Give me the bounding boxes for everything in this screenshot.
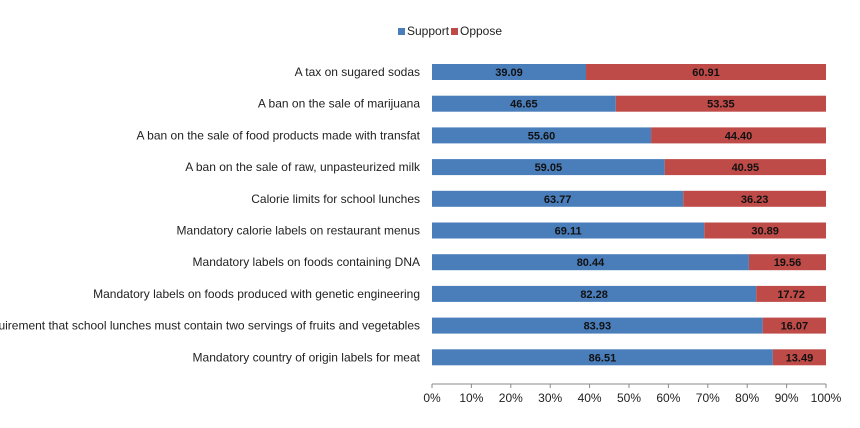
bar-support	[432, 285, 757, 302]
bar-support	[432, 95, 616, 112]
bar-oppose	[748, 254, 826, 271]
data-label-oppose: 60.91	[692, 67, 720, 79]
bar-support	[432, 254, 749, 271]
bar-support	[432, 222, 705, 239]
legend: Support Oppose	[398, 24, 502, 38]
x-tick-label: 100%	[811, 391, 842, 405]
category-label: Mandatory country of origin labels for m…	[193, 350, 421, 364]
legend-label-support: Support	[407, 24, 450, 38]
bar-oppose	[704, 222, 826, 239]
data-label-support: 83.93	[584, 321, 612, 333]
x-tick-label: 20%	[499, 391, 523, 405]
x-tick-label: 80%	[735, 391, 759, 405]
category-label: A requirement that school lunches must c…	[0, 319, 420, 333]
data-label-oppose: 44.40	[725, 130, 753, 142]
bar-support	[432, 317, 763, 334]
data-label-support: 63.77	[544, 194, 572, 206]
category-label: Mandatory calorie labels on restaurant m…	[177, 224, 420, 238]
data-label-support: 55.60	[528, 130, 556, 142]
data-label-oppose: 13.49	[786, 352, 814, 364]
category-label: Mandatory labels on foods produced with …	[93, 287, 420, 301]
bar-oppose	[762, 317, 826, 334]
legend-swatch-support	[398, 28, 405, 35]
bar-support	[432, 159, 665, 176]
data-label-oppose: 53.35	[707, 99, 735, 111]
legend-swatch-oppose	[451, 28, 458, 35]
x-tick-label: 60%	[656, 391, 680, 405]
x-tick-label: 70%	[696, 391, 720, 405]
bar-oppose	[586, 64, 826, 80]
data-label-support: 80.44	[577, 257, 605, 269]
data-label-support: 86.51	[589, 352, 617, 364]
bar-support	[432, 190, 684, 207]
category-label: A tax on sugared sodas	[295, 65, 420, 79]
data-label-oppose: 16.07	[781, 321, 809, 333]
category-label: Mandatory labels on foods containing DNA	[193, 255, 420, 269]
legend-label-oppose: Oppose	[460, 24, 502, 38]
bar-oppose	[683, 190, 826, 207]
x-tick-label: 50%	[617, 391, 641, 405]
bar-oppose	[651, 127, 826, 144]
data-label-support: 39.09	[495, 67, 523, 79]
bar-oppose	[756, 285, 826, 302]
bar-support	[432, 127, 652, 144]
data-label-oppose: 17.72	[777, 289, 805, 301]
data-label-oppose: 36.23	[741, 194, 769, 206]
category-label: Calorie limits for school lunches	[251, 192, 420, 206]
category-label: A ban on the sale of marijuana	[258, 97, 420, 111]
bar-support	[432, 349, 773, 366]
x-tick-label: 10%	[459, 391, 483, 405]
data-label-oppose: 30.89	[751, 226, 779, 238]
x-tick-label: 40%	[578, 391, 602, 405]
data-label-oppose: 40.95	[732, 162, 760, 174]
bar-oppose	[664, 159, 826, 176]
data-label-oppose: 19.56	[774, 257, 802, 269]
x-tick-label: 0%	[423, 391, 441, 405]
data-label-support: 59.05	[535, 162, 563, 174]
bar-oppose	[615, 95, 826, 112]
bar-oppose	[772, 349, 826, 366]
data-label-support: 46.65	[510, 99, 538, 111]
category-label: A ban on the sale of raw, unpasteurized …	[185, 160, 421, 174]
bar-support	[432, 64, 587, 80]
x-tick-label: 90%	[775, 391, 799, 405]
category-label: A ban on the sale of food products made …	[136, 128, 420, 142]
data-label-support: 69.11	[555, 226, 582, 238]
data-label-support: 82.28	[580, 289, 608, 301]
x-tick-label: 30%	[538, 391, 562, 405]
